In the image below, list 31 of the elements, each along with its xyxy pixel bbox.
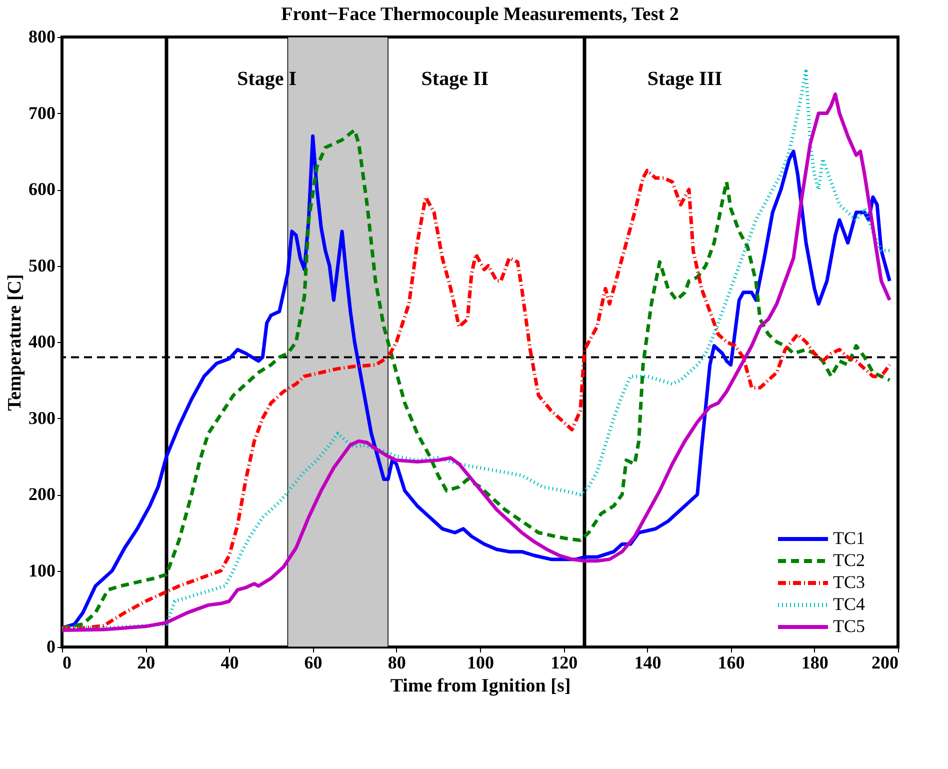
legend-label: TC1 xyxy=(833,528,866,548)
x-tick-label: 60 xyxy=(304,652,322,672)
y-tick-label: 400 xyxy=(28,332,56,352)
x-tick-label: 0 xyxy=(62,652,72,672)
y-tick-label: 600 xyxy=(28,179,56,199)
legend-label: TC4 xyxy=(833,594,866,614)
y-tick-label: 700 xyxy=(28,102,56,123)
x-axis-title: Time from Ignition [s] xyxy=(390,676,571,696)
x-tick-label: 140 xyxy=(634,652,662,672)
y-tick-label: 500 xyxy=(28,255,56,276)
legend-label: TC5 xyxy=(833,616,866,636)
x-tick-label: 100 xyxy=(467,652,494,672)
x-tick-label: 160 xyxy=(718,652,745,672)
legend-label: TC2 xyxy=(833,550,866,570)
y-tick-label: 0 xyxy=(46,636,56,656)
x-tick-label: 40 xyxy=(220,652,239,672)
y-tick-label: 100 xyxy=(28,560,56,580)
x-tick-label: 20 xyxy=(137,652,156,672)
y-tick-label: 300 xyxy=(28,408,56,428)
annotation: Stage I xyxy=(237,68,297,90)
annotation: Stage II xyxy=(421,68,489,90)
y-axis-title: Temperature [C] xyxy=(4,274,26,411)
x-tick-label: 200 xyxy=(872,652,898,672)
x-tick-label: 120 xyxy=(550,652,578,672)
x-tick-label: 180 xyxy=(801,652,828,672)
legend-label: TC3 xyxy=(833,572,866,592)
y-tick-label: 800 xyxy=(28,26,56,46)
y-tick-label: 200 xyxy=(28,484,56,504)
chart-title: Front−Face Thermocouple Measurements, Test 2 xyxy=(281,4,679,25)
annotation: Stage III xyxy=(647,68,723,90)
x-tick-label: 80 xyxy=(388,652,406,672)
